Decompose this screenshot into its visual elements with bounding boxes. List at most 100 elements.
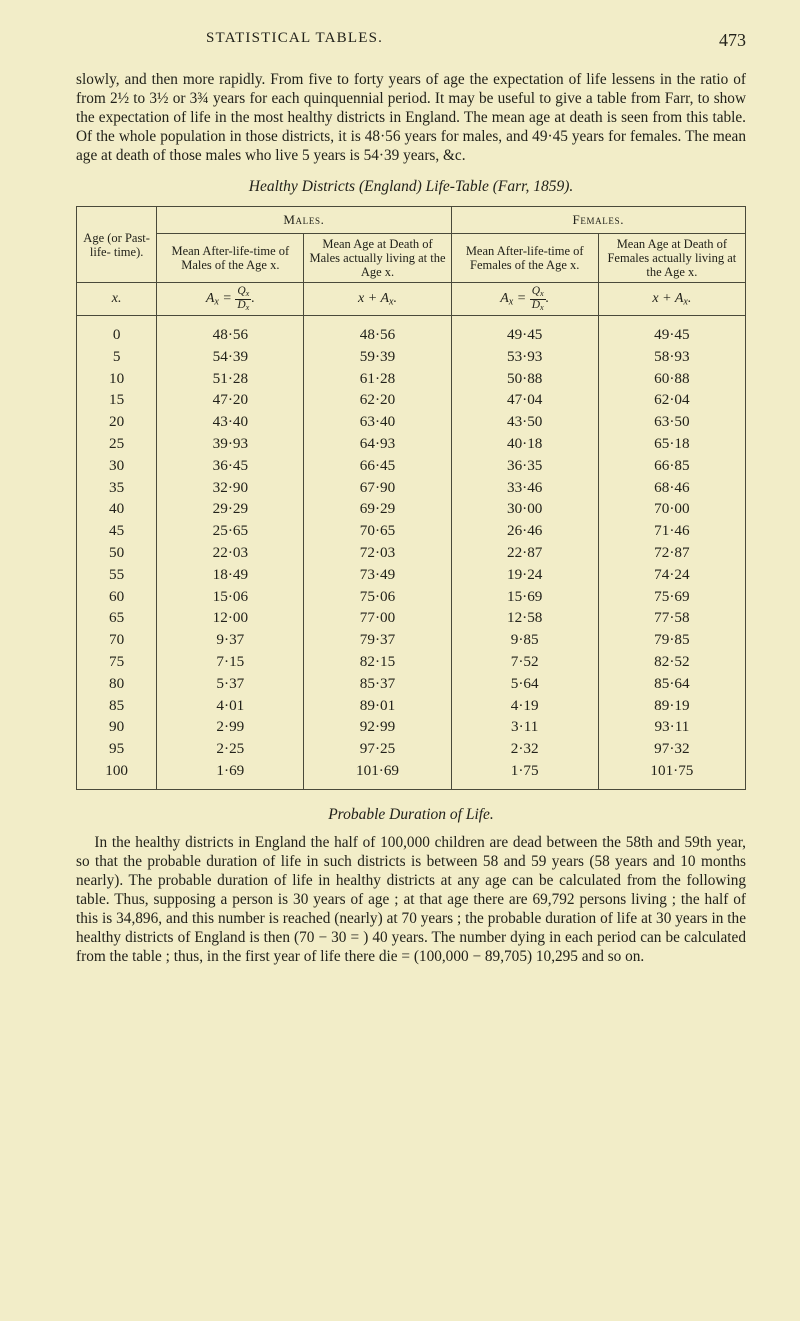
table-cell: 15·06: [157, 585, 304, 607]
table-cell: 2·32: [451, 738, 598, 760]
table-cell: 100: [77, 760, 157, 790]
life-table: Age (or Past-life- time). Males. Females…: [76, 206, 746, 790]
table-cell: 49·45: [451, 315, 598, 345]
formula-females-A: Ax = QxDx.: [451, 283, 598, 316]
table-cell: 82·52: [598, 651, 745, 673]
table-row: 709·3779·379·8579·85: [77, 629, 746, 651]
table-row: 3532·9067·9033·4668·46: [77, 476, 746, 498]
table-cell: 73·49: [304, 563, 451, 585]
table-cell: 70: [77, 629, 157, 651]
table-cell: 22·87: [451, 542, 598, 564]
table-cell: 65·18: [598, 433, 745, 455]
formula-females-xA: x + Ax.: [598, 283, 745, 316]
table-cell: 25: [77, 433, 157, 455]
table-row: 4525·6570·6526·4671·46: [77, 520, 746, 542]
table-row: 6512·0077·0012·5877·58: [77, 607, 746, 629]
table-cell: 2·25: [157, 738, 304, 760]
table-cell: 97·32: [598, 738, 745, 760]
table-cell: 70·00: [598, 498, 745, 520]
table-cell: 67·90: [304, 476, 451, 498]
table-cell: 85·64: [598, 672, 745, 694]
females-header: Females.: [451, 206, 745, 234]
table-cell: 95: [77, 738, 157, 760]
table-cell: 5: [77, 345, 157, 367]
table-cell: 77·00: [304, 607, 451, 629]
table-cell: 36·45: [157, 454, 304, 476]
table-row: 805·3785·375·6485·64: [77, 672, 746, 694]
table-cell: 22·03: [157, 542, 304, 564]
table-cell: 49·45: [598, 315, 745, 345]
table-cell: 101·75: [598, 760, 745, 790]
table-cell: 74·24: [598, 563, 745, 585]
table-cell: 40·18: [451, 433, 598, 455]
table-cell: 75·69: [598, 585, 745, 607]
table-cell: 5·64: [451, 672, 598, 694]
table-cell: 1·75: [451, 760, 598, 790]
table-cell: 89·01: [304, 694, 451, 716]
table-row: 854·0189·014·1989·19: [77, 694, 746, 716]
table-cell: 15·69: [451, 585, 598, 607]
col5-header: Mean Age at Death of Females actually li…: [598, 234, 745, 283]
table-cell: 62·20: [304, 389, 451, 411]
table-row: 5518·4973·4919·2474·24: [77, 563, 746, 585]
table-cell: 53·93: [451, 345, 598, 367]
table-cell: 65: [77, 607, 157, 629]
col2-header: Mean After-life-time of Males of the Age…: [157, 234, 304, 283]
table-cell: 48·56: [157, 315, 304, 345]
table-cell: 93·11: [598, 716, 745, 738]
table-cell: 7·15: [157, 651, 304, 673]
table-row: 3036·4566·4536·3566·85: [77, 454, 746, 476]
table-row: 757·1582·157·5282·52: [77, 651, 746, 673]
table-cell: 60: [77, 585, 157, 607]
table-cell: 58·93: [598, 345, 745, 367]
table-head: Age (or Past-life- time). Males. Females…: [77, 206, 746, 315]
table-cell: 79·85: [598, 629, 745, 651]
table-cell: 39·93: [157, 433, 304, 455]
table-cell: 0: [77, 315, 157, 345]
table-cell: 70·65: [304, 520, 451, 542]
formula-x: x.: [77, 283, 157, 316]
section-title: Probable Duration of Life.: [76, 806, 746, 824]
table-cell: 60·88: [598, 367, 745, 389]
table-cell: 12·58: [451, 607, 598, 629]
col4-header: Mean After-life-time of Females of the A…: [451, 234, 598, 283]
table-cell: 51·28: [157, 367, 304, 389]
table-cell: 61·28: [304, 367, 451, 389]
table-row: 1547·2062·2047·0462·04: [77, 389, 746, 411]
running-header: STATISTICAL TABLES. 473: [76, 30, 746, 51]
table-cell: 85·37: [304, 672, 451, 694]
table-cell: 3·11: [451, 716, 598, 738]
probable-duration-paragraph: In the healthy districts in England the …: [76, 834, 746, 967]
table-cell: 12·00: [157, 607, 304, 629]
table-row: 902·9992·993·1193·11: [77, 716, 746, 738]
table-cell: 89·19: [598, 694, 745, 716]
formula-males-A: Ax = QxDx.: [157, 283, 304, 316]
table-cell: 43·50: [451, 411, 598, 433]
table-cell: 90: [77, 716, 157, 738]
table-cell: 15: [77, 389, 157, 411]
table-cell: 45: [77, 520, 157, 542]
table-cell: 9·85: [451, 629, 598, 651]
table-cell: 4·19: [451, 694, 598, 716]
table-row: 1051·2861·2850·8860·88: [77, 367, 746, 389]
table-cell: 35: [77, 476, 157, 498]
table-cell: 79·37: [304, 629, 451, 651]
table-cell: 47·20: [157, 389, 304, 411]
table-cell: 69·29: [304, 498, 451, 520]
table-cell: 40: [77, 498, 157, 520]
table-cell: 77·58: [598, 607, 745, 629]
table-cell: 47·04: [451, 389, 598, 411]
table-cell: 29·29: [157, 498, 304, 520]
table-cell: 43·40: [157, 411, 304, 433]
table-row: 554·3959·3953·9358·93: [77, 345, 746, 367]
table-cell: 85: [77, 694, 157, 716]
table-row: 1001·69101·691·75101·75: [77, 760, 746, 790]
col3-header: Mean Age at Death of Males actually livi…: [304, 234, 451, 283]
table-row: 5022·0372·0322·8772·87: [77, 542, 746, 564]
table-row: 952·2597·252·3297·32: [77, 738, 746, 760]
table-title: Healthy Districts (England) Life-Table (…: [76, 178, 746, 196]
table-row: 2539·9364·9340·1865·18: [77, 433, 746, 455]
table-cell: 50·88: [451, 367, 598, 389]
table-cell: 4·01: [157, 694, 304, 716]
table-cell: 33·46: [451, 476, 598, 498]
